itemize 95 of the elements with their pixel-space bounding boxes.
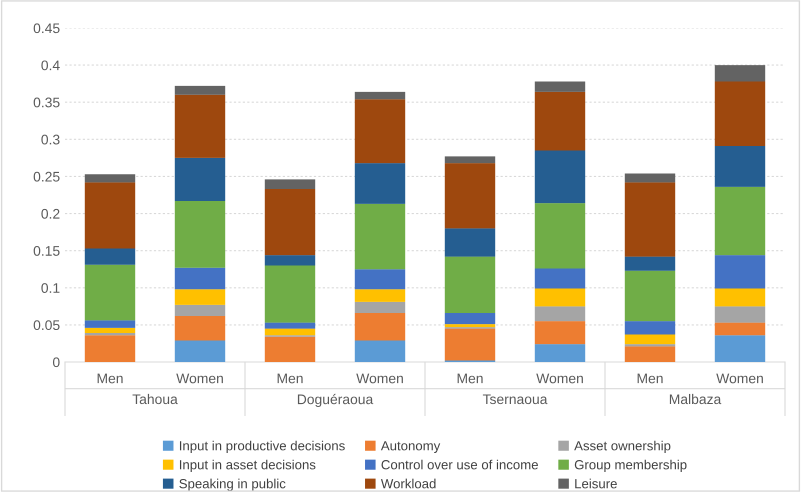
legend-label: Input in productive decisions	[180, 440, 345, 454]
bar	[174, 289, 226, 305]
bar	[174, 94, 226, 158]
bar	[444, 324, 496, 328]
y-tick-label: 0	[52, 357, 60, 368]
legend-label: Control over use of income	[382, 460, 538, 470]
bar	[534, 203, 586, 268]
x-tick-label: Women	[536, 374, 583, 384]
bar	[354, 313, 406, 340]
y-tick-label: 0.4	[41, 60, 60, 70]
bar	[624, 334, 676, 344]
x-tick-label: Women	[716, 374, 763, 384]
legend-label: Asset ownership	[574, 440, 670, 454]
bar	[534, 92, 586, 150]
legend-label: Autonomy	[380, 441, 440, 454]
legend-label: Leisure	[575, 478, 617, 488]
text: Tahoua	[132, 394, 178, 404]
bar	[84, 328, 136, 334]
bar	[534, 150, 586, 204]
bar	[174, 158, 226, 201]
bar	[714, 146, 766, 187]
y-tick-label: 0.1	[41, 283, 60, 293]
legend-label: Workload	[380, 478, 436, 488]
x-tick-label: Men	[638, 374, 663, 384]
bar	[534, 81, 586, 92]
bar	[714, 322, 766, 336]
bar	[444, 228, 496, 257]
bar	[264, 179, 316, 190]
bar	[714, 306, 766, 323]
bar	[354, 302, 406, 314]
bar	[264, 255, 316, 266]
bar	[264, 266, 316, 323]
y-tick-label: 0.2	[41, 208, 60, 219]
y-tick-label: 0.15	[34, 246, 60, 256]
y-tick-label: 0.05	[34, 320, 60, 330]
legend-label: Input in asset decisions	[180, 460, 316, 472]
y-tick-label: 0.25	[34, 172, 60, 182]
bar	[624, 182, 676, 257]
bar	[174, 340, 226, 362]
bar	[534, 268, 586, 289]
bar	[354, 289, 406, 302]
bar	[174, 304, 226, 316]
legend-label: Group membership	[574, 460, 687, 472]
bar	[354, 92, 406, 100]
bar	[534, 306, 586, 322]
text: Doguéraoua	[298, 394, 374, 407]
bar	[354, 163, 406, 204]
bar	[84, 264, 136, 320]
bar	[534, 288, 586, 306]
bar	[534, 321, 586, 344]
x-tick-label: Men	[458, 374, 483, 384]
bar	[444, 256, 496, 314]
bar	[174, 268, 226, 290]
bar	[84, 320, 136, 328]
bar	[354, 269, 406, 290]
bar	[174, 86, 226, 95]
bar	[354, 204, 406, 270]
bar	[444, 328, 496, 361]
bar	[714, 81, 766, 146]
bar	[264, 322, 316, 329]
x-tick-label: Men	[278, 374, 303, 384]
bar	[624, 321, 676, 335]
bar	[714, 335, 766, 362]
bar	[84, 174, 136, 182]
bar	[84, 248, 136, 265]
bar	[444, 163, 496, 228]
bar	[84, 182, 136, 248]
bar	[354, 340, 406, 362]
bar	[714, 186, 766, 256]
bar	[714, 288, 766, 306]
x-tick-label: Men	[98, 374, 123, 384]
text: Tsernaoua	[482, 394, 548, 404]
bar	[84, 335, 136, 362]
x-tick-label: Women	[356, 374, 403, 384]
y-tick-label: 0.35	[34, 98, 60, 108]
bar	[624, 346, 676, 362]
y-tick-label: 0.3	[41, 134, 60, 145]
bar	[264, 336, 316, 362]
legend-label: Speaking in public	[179, 478, 286, 491]
bar	[624, 173, 676, 182]
bar	[444, 156, 496, 164]
bar	[624, 270, 676, 322]
y-tick-label: 0.45	[34, 23, 60, 34]
bar	[534, 344, 586, 362]
bar	[624, 256, 676, 271]
bar	[264, 328, 316, 336]
bar	[714, 255, 766, 289]
bar	[174, 316, 226, 340]
bar	[714, 65, 766, 82]
bar	[174, 200, 226, 268]
bar	[354, 99, 406, 164]
bar	[444, 313, 496, 324]
bar	[264, 189, 316, 256]
text: Malbaza	[670, 394, 722, 404]
x-tick-label: Women	[176, 374, 223, 384]
